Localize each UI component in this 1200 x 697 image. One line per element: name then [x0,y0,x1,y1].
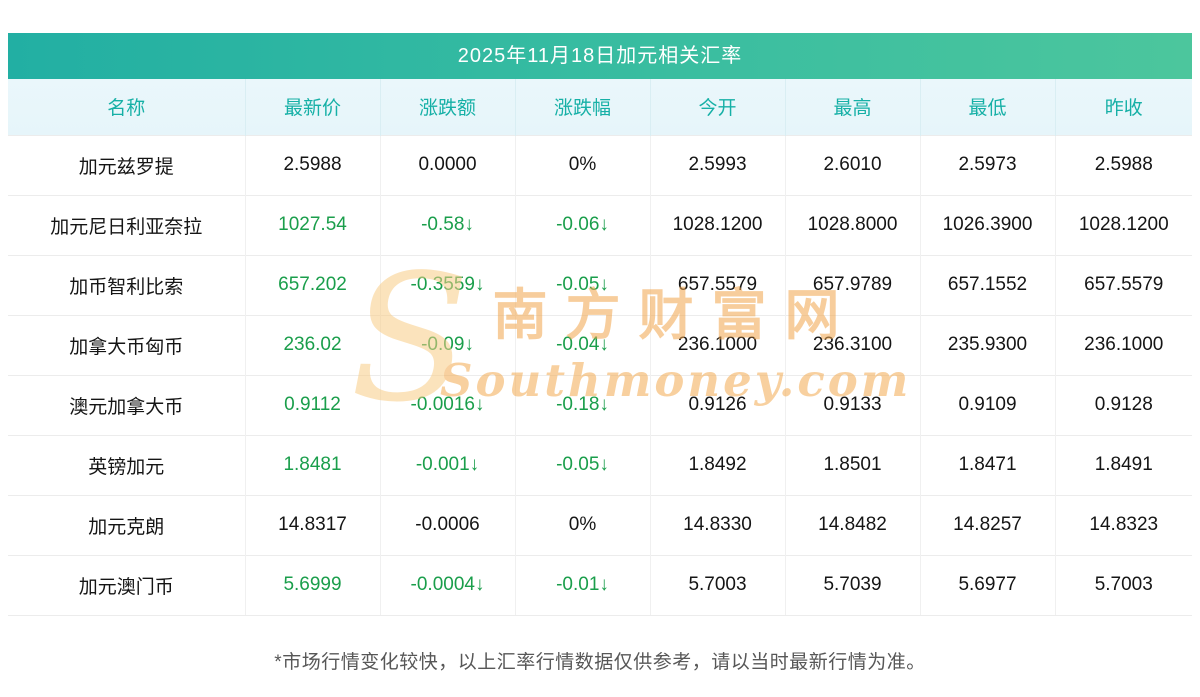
cell-pct: 0% [514,134,650,195]
cell-latest: 0.9112 [244,374,380,435]
cell-latest: 2.5988 [244,134,380,195]
cell-low: 2.5973 [919,134,1055,195]
cell-name: 加元克朗 [8,494,245,555]
cell-latest: 14.8317 [244,494,380,555]
cell-latest: 1.8481 [244,434,380,495]
cell-name: 英镑加元 [8,434,245,495]
cell-latest: 5.6999 [244,554,380,616]
footer-note: *市场行情变化较快，以上汇率行情数据仅供参考，请以当时最新行情为准。 [274,652,926,673]
cell-low: 657.1552 [919,254,1055,315]
cell-high: 14.8482 [784,494,920,555]
cell-high: 1.8501 [784,434,920,495]
table-row: 英镑加元 1.8481 -0.001↓ -0.05↓ 1.8492 1.8501… [8,434,1192,495]
cell-open: 0.9126 [649,374,785,435]
cell-open: 14.8330 [649,494,785,555]
cell-pct: -0.04↓ [514,314,650,375]
cell-name: 澳元加拿大币 [8,374,245,435]
table-body: 加元兹罗提 2.5988 0.0000 0% 2.5993 2.6010 2.5… [8,134,1192,616]
cell-prev: 5.7003 [1054,554,1192,616]
table-header-row: 名称 最新价 涨跌额 涨跌幅 今开 最高 最低 昨收 [8,79,1192,135]
cell-high: 236.3100 [784,314,920,375]
table-row: 加元澳门币 5.6999 -0.0004↓ -0.01↓ 5.7003 5.70… [8,554,1192,616]
cell-pct: -0.05↓ [514,434,650,495]
table-row: 加拿大币匈币 236.02 -0.09↓ -0.04↓ 236.1000 236… [8,314,1192,375]
table-row: 加元兹罗提 2.5988 0.0000 0% 2.5993 2.6010 2.5… [8,134,1192,195]
cell-open: 236.1000 [649,314,785,375]
cell-open: 1028.1200 [649,194,785,255]
cell-prev: 1.8491 [1054,434,1192,495]
cell-prev: 236.1000 [1054,314,1192,375]
cell-latest: 657.202 [244,254,380,315]
table-row: 加元克朗 14.8317 -0.0006 0% 14.8330 14.8482 … [8,494,1192,555]
cell-low: 5.6977 [919,554,1055,616]
cell-high: 5.7039 [784,554,920,616]
cell-change: -0.0016↓ [379,374,515,435]
cell-name: 加拿大币匈币 [8,314,245,375]
rates-panel: 2025年11月18日加元相关汇率 名称 最新价 涨跌额 涨跌幅 今开 [8,33,1192,616]
cell-open: 5.7003 [649,554,785,616]
cell-change: 0.0000 [379,134,515,195]
cell-low: 14.8257 [919,494,1055,555]
cell-latest: 236.02 [244,314,380,375]
cell-open: 657.5579 [649,254,785,315]
header-prev: 昨收 [1054,79,1192,135]
cell-change: -0.001↓ [379,434,515,495]
cell-low: 1.8471 [919,434,1055,495]
cell-change: -0.58↓ [379,194,515,255]
cell-high: 1028.8000 [784,194,920,255]
cell-open: 1.8492 [649,434,785,495]
cell-change: -0.0006 [379,494,515,555]
cell-name: 加元兹罗提 [8,134,245,195]
cell-change: -0.0004↓ [379,554,515,616]
cell-latest: 1027.54 [244,194,380,255]
header-open: 今开 [649,79,785,135]
cell-prev: 0.9128 [1054,374,1192,435]
header-name: 名称 [8,79,245,135]
cell-high: 0.9133 [784,374,920,435]
cell-name: 加元澳门币 [8,554,245,616]
page-title: 2025年11月18日加元相关汇率 [8,33,1192,79]
table-row: 澳元加拿大币 0.9112 -0.0016↓ -0.18↓ 0.9126 0.9… [8,374,1192,435]
cell-open: 2.5993 [649,134,785,195]
cell-high: 2.6010 [784,134,920,195]
table-row: 加元尼日利亚奈拉 1027.54 -0.58↓ -0.06↓ 1028.1200… [8,194,1192,255]
cell-low: 235.9300 [919,314,1055,375]
cell-change: -0.3559↓ [379,254,515,315]
cell-high: 657.9789 [784,254,920,315]
header-latest: 最新价 [244,79,380,135]
header-pct: 涨跌幅 [514,79,650,135]
rates-table: 名称 最新价 涨跌额 涨跌幅 今开 最高 最低 昨收 加元兹罗提 2.5988 … [8,79,1192,616]
cell-pct: -0.06↓ [514,194,650,255]
table-row: 加币智利比索 657.202 -0.3559↓ -0.05↓ 657.5579 … [8,254,1192,315]
cell-low: 0.9109 [919,374,1055,435]
cell-low: 1026.3900 [919,194,1055,255]
cell-pct: -0.01↓ [514,554,650,616]
cell-prev: 2.5988 [1054,134,1192,195]
cell-prev: 657.5579 [1054,254,1192,315]
cell-prev: 14.8323 [1054,494,1192,555]
cell-pct: -0.05↓ [514,254,650,315]
header-change: 涨跌额 [379,79,515,135]
cell-prev: 1028.1200 [1054,194,1192,255]
cell-name: 加元尼日利亚奈拉 [8,194,245,255]
cell-name: 加币智利比索 [8,254,245,315]
cell-change: -0.09↓ [379,314,515,375]
cell-pct: -0.18↓ [514,374,650,435]
header-high: 最高 [784,79,920,135]
header-low: 最低 [919,79,1055,135]
cell-pct: 0% [514,494,650,555]
